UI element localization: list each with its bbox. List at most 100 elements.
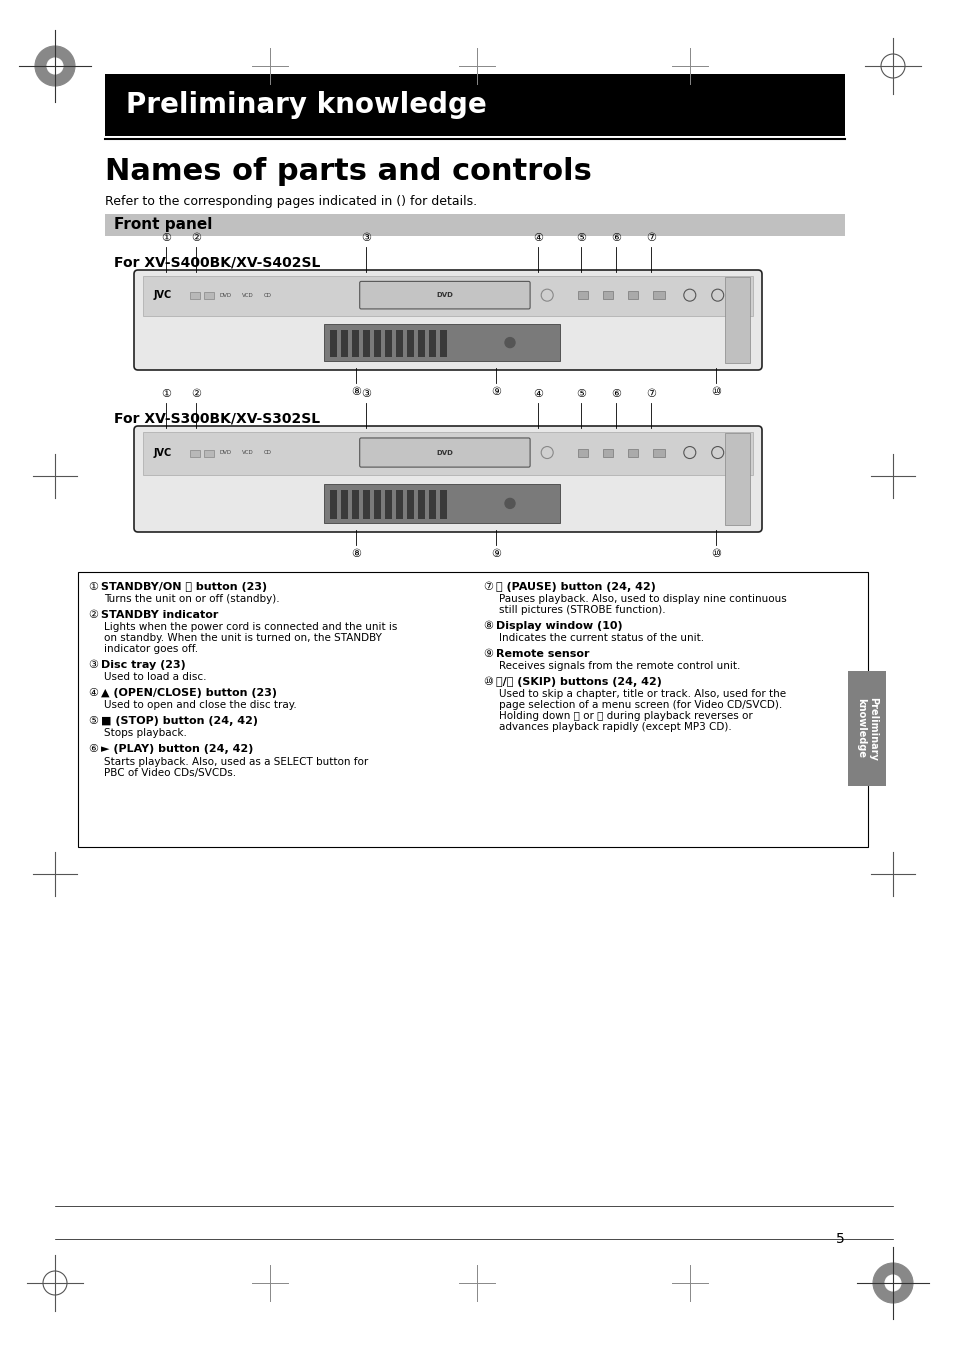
Text: Used to open and close the disc tray.: Used to open and close the disc tray. [104,700,296,711]
Text: ②: ② [191,389,201,399]
Bar [385,490,392,519]
Circle shape [47,58,63,74]
Text: Names of parts and controls: Names of parts and controls [105,157,591,185]
Text: ③: ③ [360,389,371,399]
Text: ▲ (OPEN/CLOSE) button (23): ▲ (OPEN/CLOSE) button (23) [101,688,276,698]
Bar [439,490,447,519]
Circle shape [884,1275,900,1292]
Text: ⑤: ⑤ [576,389,585,399]
Bar [324,484,559,523]
Circle shape [35,46,75,86]
Text: Pauses playback. Also, used to display nine continuous: Pauses playback. Also, used to display n… [498,594,786,604]
Text: ⑤: ⑤ [88,716,98,727]
Text: on standby. When the unit is turned on, the STANDBY: on standby. When the unit is turned on, … [104,634,381,643]
Circle shape [504,338,515,347]
Text: ④: ④ [533,232,542,243]
Bar [143,432,752,476]
Text: DVD: DVD [436,292,453,299]
Text: Lights when the power cord is connected and the unit is: Lights when the power cord is connected … [104,621,397,632]
Text: DVD: DVD [220,293,232,297]
Bar [340,490,348,519]
Bar [374,330,380,357]
Text: indicator goes off.: indicator goes off. [104,644,198,654]
Text: ⑦: ⑦ [482,582,493,592]
Text: Remote sensor: Remote sensor [496,650,589,659]
Text: Front panel: Front panel [113,218,213,232]
Bar [652,292,664,299]
Bar [105,74,844,136]
Bar [330,330,336,357]
Circle shape [504,499,515,508]
Bar [724,434,749,526]
Bar [78,571,867,847]
Text: Receives signals from the remote control unit.: Receives signals from the remote control… [498,661,740,671]
Bar [363,330,370,357]
Text: CD: CD [264,450,272,455]
Text: ⑩: ⑩ [710,549,720,559]
Text: ⑨: ⑨ [482,650,493,659]
Text: ③: ③ [88,661,98,670]
Text: Indicates the current status of the unit.: Indicates the current status of the unit… [498,634,703,643]
Text: Used to skip a chapter, title or track. Also, used for the: Used to skip a chapter, title or track. … [498,689,785,700]
Bar [330,490,336,519]
Text: ► (PLAY) button (24, 42): ► (PLAY) button (24, 42) [101,744,253,754]
Bar [395,490,402,519]
Text: ④: ④ [533,389,542,399]
Bar [395,330,402,357]
Text: ⑤: ⑤ [576,232,585,243]
Text: ⑥: ⑥ [610,232,620,243]
Text: Turns the unit on or off (standby).: Turns the unit on or off (standby). [104,594,279,604]
Bar [578,449,588,457]
Text: still pictures (STROBE function).: still pictures (STROBE function). [498,605,665,615]
Bar [417,490,424,519]
Bar [407,490,414,519]
Text: page selection of a menu screen (for Video CD/SVCD).: page selection of a menu screen (for Vid… [498,700,781,711]
Text: Refer to the corresponding pages indicated in () for details.: Refer to the corresponding pages indicat… [105,195,476,208]
Text: ⑦: ⑦ [645,232,656,243]
Text: ⑨: ⑨ [491,549,500,559]
Bar [602,292,613,299]
Text: Display window (10): Display window (10) [496,621,622,631]
Text: VCD: VCD [242,450,253,455]
Text: Stops playback.: Stops playback. [104,728,187,739]
Text: ⑩: ⑩ [482,677,493,688]
FancyBboxPatch shape [359,438,530,467]
Text: ①: ① [161,389,171,399]
Bar [627,449,638,457]
Text: STANDBY indicator: STANDBY indicator [101,611,218,620]
FancyBboxPatch shape [133,270,761,370]
Text: ⑩: ⑩ [710,386,720,397]
Text: ①: ① [88,582,98,592]
FancyBboxPatch shape [359,281,530,309]
Text: For XV-S300BK/XV-S302SL: For XV-S300BK/XV-S302SL [113,412,320,426]
Text: DVD: DVD [436,450,453,455]
Text: JVC: JVC [153,290,172,300]
Bar [847,671,885,786]
Bar [324,324,559,361]
Text: ②: ② [191,232,201,243]
Text: ⑦: ⑦ [645,389,656,399]
Bar [340,330,348,357]
Text: ⑧: ⑧ [351,386,360,397]
Bar [724,277,749,363]
Bar [204,292,213,299]
Bar [352,490,358,519]
Bar [417,330,424,357]
Bar [105,213,844,236]
Bar [374,490,380,519]
Text: For XV-S400BK/XV-S402SL: For XV-S400BK/XV-S402SL [113,255,320,270]
Text: 5: 5 [836,1232,844,1246]
Text: ⑥: ⑥ [610,389,620,399]
FancyBboxPatch shape [133,426,761,532]
Bar [143,276,752,316]
Bar [407,330,414,357]
Text: Preliminary
knowledge: Preliminary knowledge [855,697,877,761]
Text: VCD: VCD [242,293,253,297]
Text: Preliminary knowledge: Preliminary knowledge [126,91,486,119]
Bar [190,292,200,299]
Text: ②: ② [88,611,98,620]
Text: ⏮/⏭ (SKIP) buttons (24, 42): ⏮/⏭ (SKIP) buttons (24, 42) [496,677,661,688]
Text: Holding down ⏮ or ⏭ during playback reverses or: Holding down ⏮ or ⏭ during playback reve… [498,712,752,721]
Bar [439,330,447,357]
Text: Disc tray (23): Disc tray (23) [101,661,186,670]
